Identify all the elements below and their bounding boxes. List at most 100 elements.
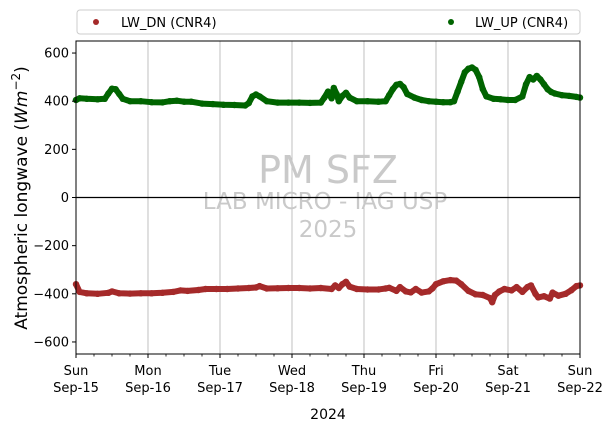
series-1-point-43 bbox=[353, 98, 360, 105]
series-1-point-7 bbox=[112, 86, 119, 93]
series-0-point-70 bbox=[555, 292, 562, 299]
series-1-point-1 bbox=[76, 95, 83, 102]
series-0-point-52 bbox=[465, 287, 472, 295]
legend-label-lw-dn: LW_DN (CNR4) bbox=[121, 16, 217, 31]
series-0-point-56 bbox=[489, 299, 496, 306]
series-0-point-58 bbox=[496, 288, 503, 295]
series-1-point-84 bbox=[566, 92, 573, 100]
series-0-point-60 bbox=[508, 287, 515, 294]
y-tick-label-2: −200 bbox=[33, 239, 69, 254]
y-tick-label-0: −600 bbox=[33, 335, 69, 350]
series-1-point-79 bbox=[540, 81, 548, 88]
series-1-point-82 bbox=[551, 90, 558, 97]
legend-marker-lw-dn bbox=[93, 19, 99, 25]
legend-label-lw-up: LW_UP (CNR4) bbox=[475, 16, 568, 31]
series-1-point-56 bbox=[432, 98, 440, 105]
series-1-point-3 bbox=[94, 96, 101, 103]
series-0-point-7 bbox=[126, 290, 134, 297]
legend: LW_DN (CNR4) LW_UP (CNR4) bbox=[76, 9, 581, 35]
series-1-point-54 bbox=[418, 96, 425, 104]
x-axis-title: 2024 bbox=[310, 407, 346, 423]
series-0-point-23 bbox=[274, 285, 281, 292]
series-0-point-27 bbox=[317, 284, 324, 292]
series-0-point-22 bbox=[263, 285, 270, 292]
series-0-point-34 bbox=[353, 285, 360, 293]
series-0-point-59 bbox=[501, 285, 508, 293]
y-tick-label-1: −400 bbox=[33, 287, 69, 302]
series-1-point-17 bbox=[188, 98, 195, 105]
series-1-point-10 bbox=[126, 98, 134, 105]
series-1-point-46 bbox=[382, 98, 389, 105]
series-0-point-9 bbox=[148, 290, 155, 297]
series-1-point-57 bbox=[440, 99, 447, 106]
series-0-point-66 bbox=[535, 294, 542, 301]
series-1-point-11 bbox=[137, 98, 144, 105]
series-0-point-18 bbox=[234, 285, 242, 292]
series-0-point-15 bbox=[202, 285, 209, 293]
series-1-point-26 bbox=[256, 93, 263, 100]
series-1-point-41 bbox=[342, 89, 350, 97]
x-tick-day-3: Wed bbox=[278, 364, 306, 379]
series-0-point-71 bbox=[562, 290, 569, 297]
series-0-point-10 bbox=[159, 289, 166, 296]
series-1-point-59 bbox=[450, 98, 458, 105]
x-tick-date-4: Sep-19 bbox=[341, 381, 387, 396]
series-1 bbox=[72, 64, 584, 109]
series-1-point-38 bbox=[333, 90, 340, 98]
y-axis-title-exponent: −2 bbox=[9, 73, 23, 91]
series-1-point-8 bbox=[116, 90, 123, 98]
series-1-point-19 bbox=[209, 100, 216, 108]
series-0-point-72 bbox=[568, 287, 575, 294]
x-tick-date-0: Sep-15 bbox=[53, 381, 99, 396]
series-1-point-36 bbox=[328, 95, 335, 102]
series-0-point-49 bbox=[447, 276, 454, 284]
series-1-point-45 bbox=[375, 98, 382, 105]
series-1-point-83 bbox=[558, 92, 566, 99]
series-1-point-2 bbox=[83, 95, 91, 103]
series-0-point-17 bbox=[224, 285, 231, 293]
y-tick-label-6: 600 bbox=[44, 47, 69, 62]
series-1-point-31 bbox=[306, 99, 314, 107]
series-1-point-65 bbox=[472, 66, 479, 74]
series-1-point-5 bbox=[105, 90, 112, 97]
series-1-point-66 bbox=[476, 73, 483, 81]
series-0-point-36 bbox=[375, 286, 382, 293]
series-0-point-1 bbox=[76, 288, 83, 296]
series-1-point-68 bbox=[483, 93, 490, 100]
series-1-point-47 bbox=[386, 92, 393, 99]
series-1-point-53 bbox=[411, 94, 418, 101]
x-tick-day-6: Sat bbox=[497, 364, 518, 379]
series-0-point-44 bbox=[418, 289, 425, 296]
series-0-point-24 bbox=[285, 284, 292, 292]
series-0-point-16 bbox=[213, 285, 220, 293]
y-tick-label-3: 0 bbox=[61, 191, 69, 206]
series-1-point-51 bbox=[400, 84, 407, 91]
series-0-point-35 bbox=[364, 286, 371, 293]
series-1-point-12 bbox=[148, 99, 155, 106]
series-0-point-32 bbox=[342, 278, 350, 285]
series-0-point-42 bbox=[407, 289, 414, 296]
series-layer bbox=[72, 64, 584, 306]
series-0-point-50 bbox=[453, 277, 460, 284]
series-0-point-38 bbox=[386, 284, 393, 291]
x-tick-date-7: Sep-22 bbox=[557, 381, 603, 396]
series-0-point-12 bbox=[177, 287, 184, 294]
series-1-point-14 bbox=[166, 98, 173, 105]
series-1-point-23 bbox=[245, 99, 252, 107]
series-0 bbox=[72, 276, 584, 306]
series-0-point-5 bbox=[108, 288, 116, 295]
series-1-point-60 bbox=[454, 88, 461, 95]
series-0-point-41 bbox=[402, 288, 409, 295]
series-1-point-71 bbox=[504, 96, 512, 104]
y-axis-title-suffix: ) bbox=[12, 66, 32, 73]
series-1-point-69 bbox=[490, 95, 497, 103]
series-1-point-9 bbox=[119, 95, 127, 103]
series-1-point-33 bbox=[321, 94, 328, 101]
y-axis-title-prefix: Atmospheric longwave ( bbox=[12, 124, 32, 330]
x-tick-day-2: Tue bbox=[208, 364, 231, 379]
series-0-point-51 bbox=[458, 281, 465, 288]
x-axis: Sun Sep-15 Mon Sep-16 Tue Sep-17 Wed Sep-18 Thu S… bbox=[53, 354, 603, 396]
series-0-point-47 bbox=[432, 281, 440, 288]
legend-marker-lw-up bbox=[448, 19, 454, 25]
series-0-point-40 bbox=[396, 283, 404, 291]
